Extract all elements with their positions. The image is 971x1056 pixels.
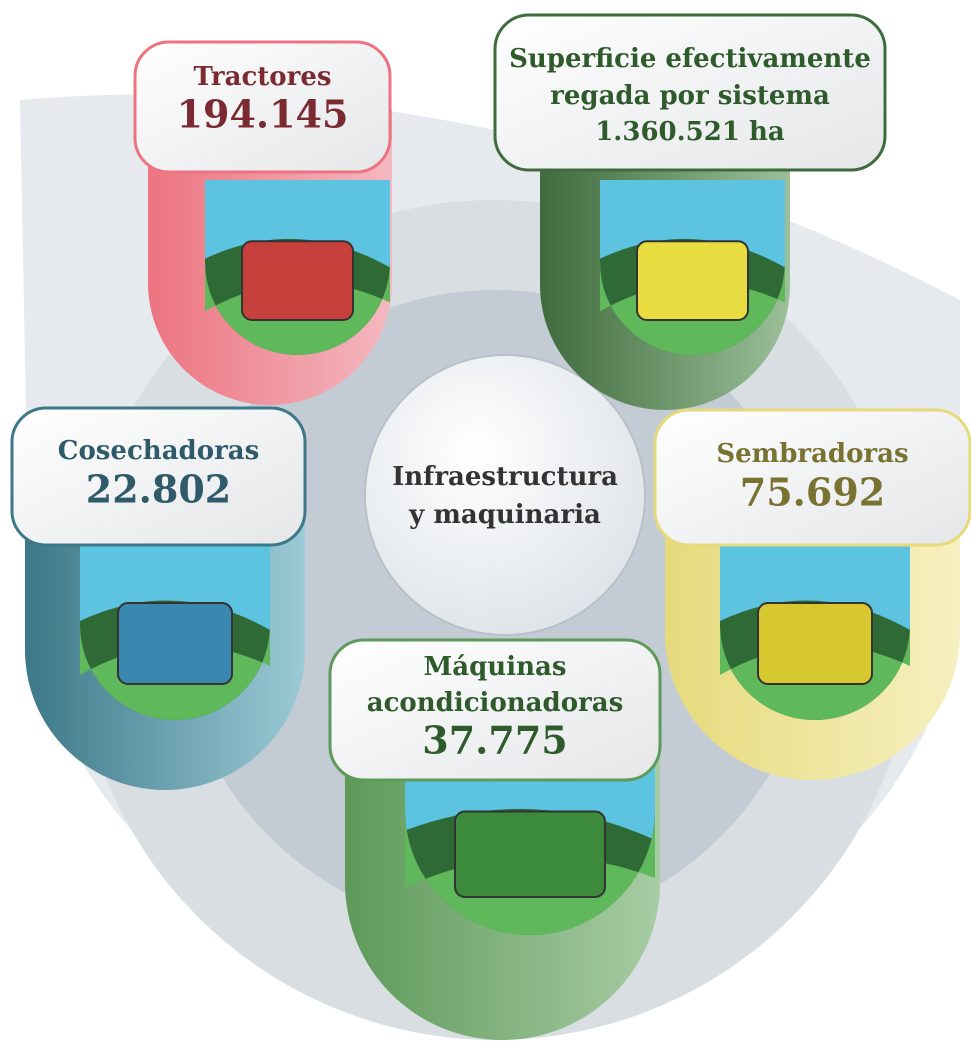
- illustration-machine: [241, 240, 354, 321]
- center-circle: [364, 354, 646, 636]
- label-bubble: [328, 638, 662, 782]
- item-title: Superficie efectivamente: [509, 44, 871, 74]
- illustration-machine: [117, 602, 233, 685]
- item-title: acondicionadoras: [367, 688, 623, 718]
- label-bubble: [133, 40, 392, 174]
- item-title: Tractores: [193, 62, 331, 92]
- item-title: Sembradoras: [716, 439, 908, 469]
- label-bubble: [653, 408, 971, 547]
- illustration-machine: [757, 602, 873, 685]
- center-label: y maquinaria: [408, 500, 601, 530]
- label-bubble: [10, 406, 307, 547]
- item-value: 22.802: [86, 467, 231, 512]
- illustration-machine: [454, 810, 606, 898]
- item-value: 1.360.521 ha: [595, 117, 785, 147]
- illustration-machine: [636, 240, 749, 321]
- item-value: 37.775: [422, 718, 567, 763]
- item-title: regada por sistema: [550, 81, 830, 111]
- item-value: 194.145: [177, 92, 349, 137]
- item-value: 75.692: [740, 470, 885, 515]
- label-bubble: [493, 13, 887, 172]
- item-title: Máquinas: [424, 652, 567, 682]
- center-label: Infraestructura: [392, 462, 618, 492]
- item-title: Cosechadoras: [58, 436, 260, 466]
